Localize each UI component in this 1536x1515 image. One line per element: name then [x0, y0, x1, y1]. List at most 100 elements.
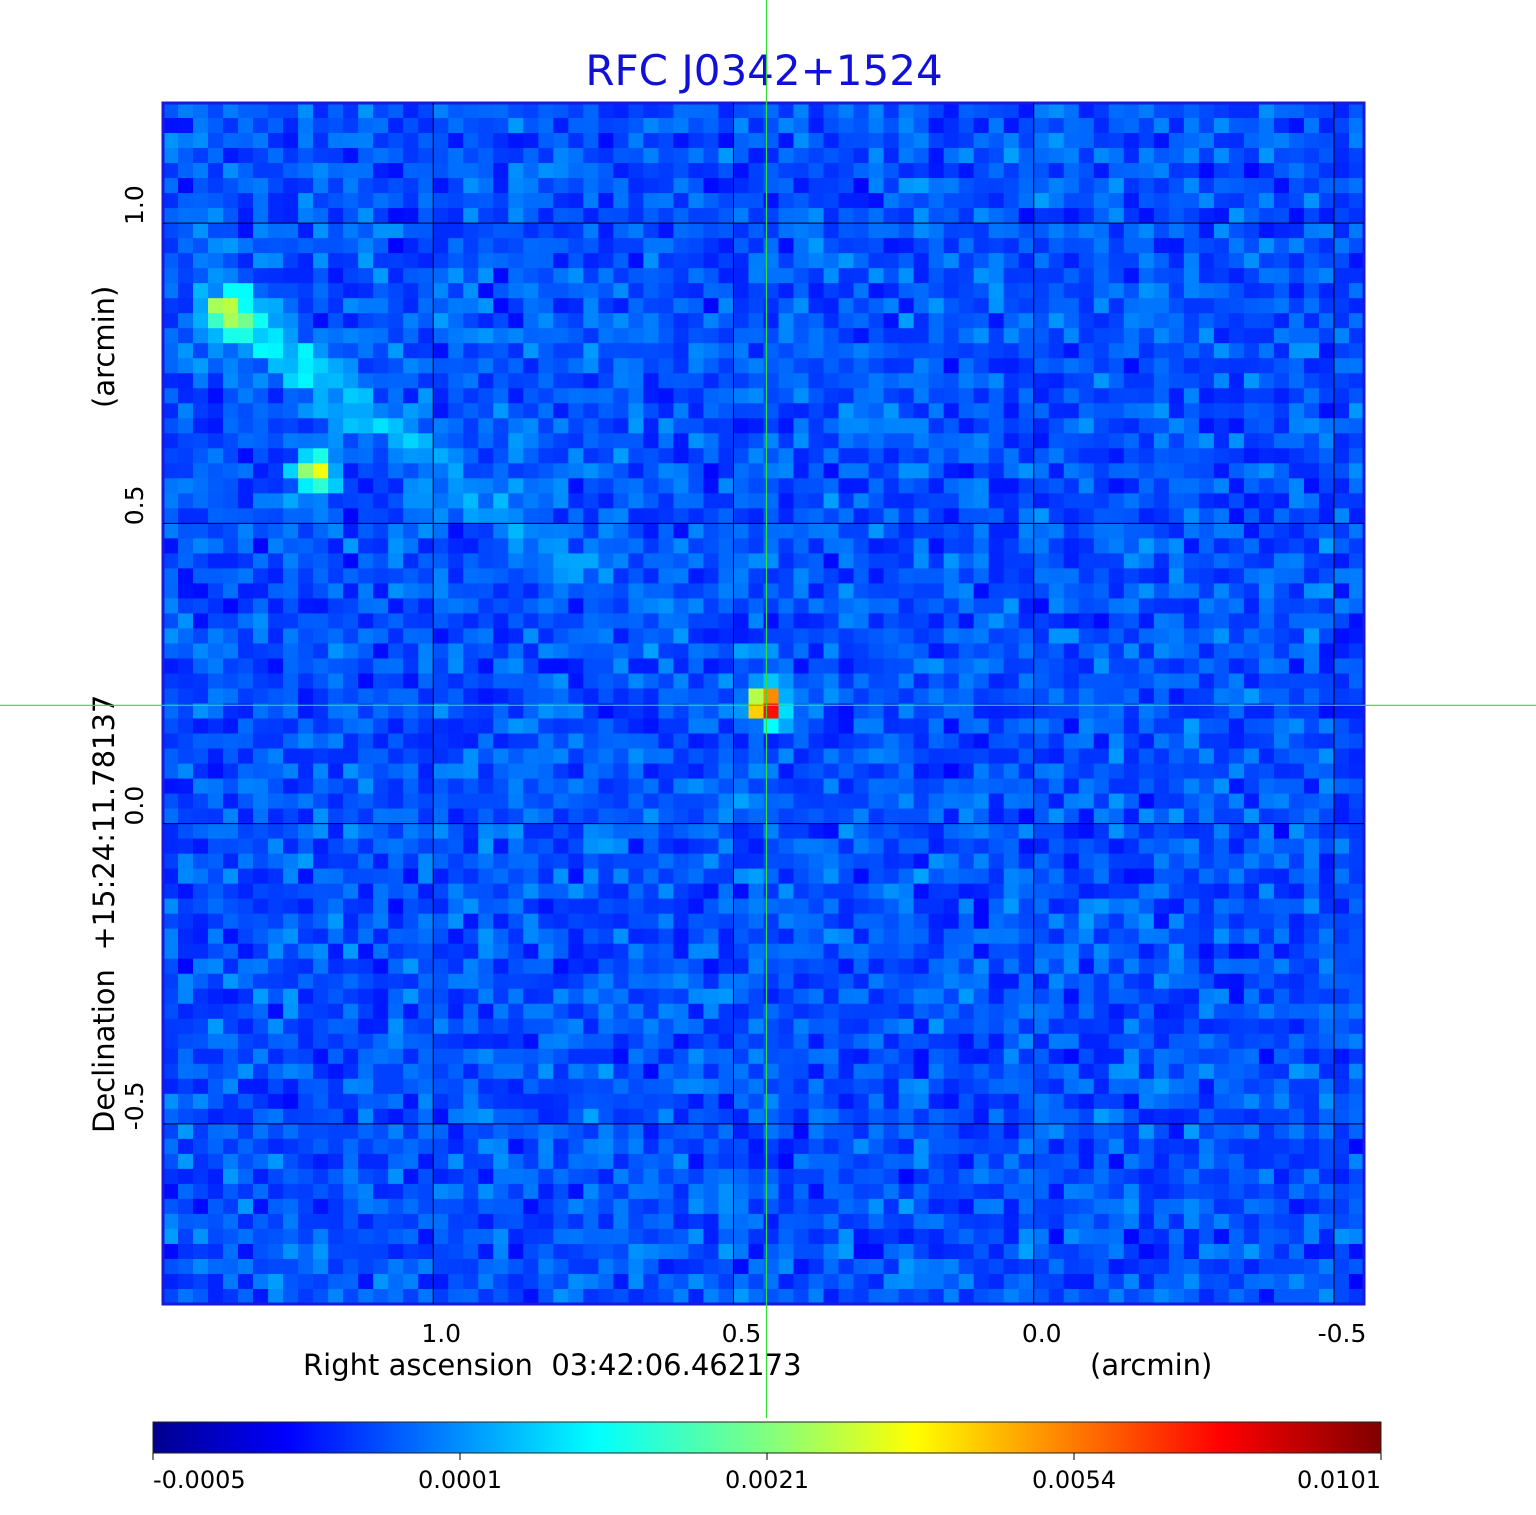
map-pixel	[1243, 313, 1260, 329]
map-pixel	[1153, 178, 1170, 194]
map-pixel	[658, 328, 675, 344]
map-pixel	[1318, 598, 1335, 615]
map-pixel	[1303, 163, 1320, 179]
map-pixel	[1258, 808, 1275, 825]
map-pixel	[868, 748, 885, 765]
map-pixel	[388, 388, 404, 404]
map-pixel	[1318, 538, 1335, 554]
map-pixel	[1198, 583, 1215, 600]
map-pixel	[838, 613, 855, 630]
map-pixel	[553, 298, 569, 314]
map-pixel	[508, 1003, 524, 1020]
map-pixel	[1258, 958, 1275, 975]
map-pixel	[853, 298, 870, 314]
map-pixel	[643, 688, 660, 705]
map-pixel	[388, 448, 404, 464]
map-pixel	[1063, 148, 1080, 164]
map-pixel	[208, 403, 224, 419]
map-pixel	[1048, 253, 1065, 269]
map-pixel	[1048, 913, 1065, 930]
map-pixel	[1078, 313, 1095, 329]
map-pixel	[1093, 223, 1110, 239]
map-pixel	[883, 973, 900, 990]
map-pixel	[553, 838, 569, 855]
map-pixel	[778, 643, 795, 660]
map-pixel	[1063, 253, 1080, 269]
map-pixel	[733, 118, 750, 134]
map-pixel	[1243, 718, 1260, 735]
map-pixel	[223, 358, 239, 374]
map-pixel	[973, 868, 990, 885]
map-pixel	[358, 553, 374, 569]
map-pixel	[1063, 943, 1080, 960]
map-pixel	[808, 823, 825, 840]
map-pixel	[538, 178, 554, 194]
map-pixel	[673, 868, 690, 885]
map-pixel	[928, 613, 945, 630]
map-pixel	[1033, 793, 1050, 810]
map-pixel	[523, 838, 539, 855]
map-pixel	[1063, 343, 1080, 359]
map-pixel	[298, 163, 314, 179]
map-pixel	[763, 643, 780, 660]
map-pixel	[958, 808, 975, 825]
map-pixel	[1168, 568, 1185, 584]
map-pixel	[223, 763, 239, 780]
map-pixel	[853, 748, 870, 765]
map-pixel	[928, 898, 945, 915]
map-pixel	[1003, 553, 1020, 569]
map-pixel	[1003, 658, 1020, 675]
map-pixel	[673, 148, 690, 164]
map-pixel	[193, 463, 209, 479]
map-pixel	[1033, 958, 1050, 975]
map-pixel	[793, 718, 810, 735]
map-pixel	[313, 823, 329, 840]
map-pixel	[1018, 253, 1035, 269]
map-pixel	[1348, 913, 1364, 930]
map-pixel	[853, 193, 870, 209]
map-pixel	[433, 823, 449, 840]
map-pixel	[763, 733, 780, 750]
map-pixel	[823, 778, 840, 795]
map-pixel	[1018, 553, 1035, 569]
map-pixel	[1273, 148, 1290, 164]
map-pixel	[598, 808, 614, 825]
map-pixel	[1153, 478, 1170, 494]
map-pixel	[748, 178, 765, 194]
map-pixel	[613, 433, 629, 449]
map-pixel	[403, 478, 419, 494]
map-pixel	[793, 703, 810, 720]
map-pixel	[988, 703, 1005, 720]
map-pixel	[418, 793, 434, 810]
map-pixel	[1348, 403, 1364, 419]
map-pixel	[433, 973, 449, 990]
map-pixel	[748, 673, 765, 690]
map-pixel	[1273, 583, 1290, 600]
map-pixel	[1168, 643, 1185, 660]
map-pixel	[1078, 523, 1095, 539]
map-pixel	[478, 208, 494, 224]
map-pixel	[1288, 163, 1305, 179]
map-pixel	[883, 253, 900, 269]
map-pixel	[418, 493, 434, 509]
map-pixel	[1153, 748, 1170, 765]
map-pixel	[403, 448, 419, 464]
map-pixel	[463, 868, 479, 885]
map-pixel	[268, 448, 284, 464]
map-pixel	[1273, 343, 1290, 359]
map-pixel	[313, 508, 329, 524]
map-pixel	[703, 643, 720, 660]
map-pixel	[943, 643, 960, 660]
map-pixel	[733, 433, 750, 449]
map-pixel	[703, 553, 720, 569]
map-pixel	[448, 103, 464, 119]
map-pixel	[898, 283, 915, 299]
map-pixel	[1198, 448, 1215, 464]
map-pixel	[253, 733, 269, 750]
map-pixel	[388, 1003, 404, 1020]
map-pixel	[613, 688, 629, 705]
map-pixel	[568, 643, 584, 660]
map-pixel	[958, 463, 975, 479]
map-pixel	[703, 268, 720, 284]
map-pixel	[973, 1003, 990, 1020]
